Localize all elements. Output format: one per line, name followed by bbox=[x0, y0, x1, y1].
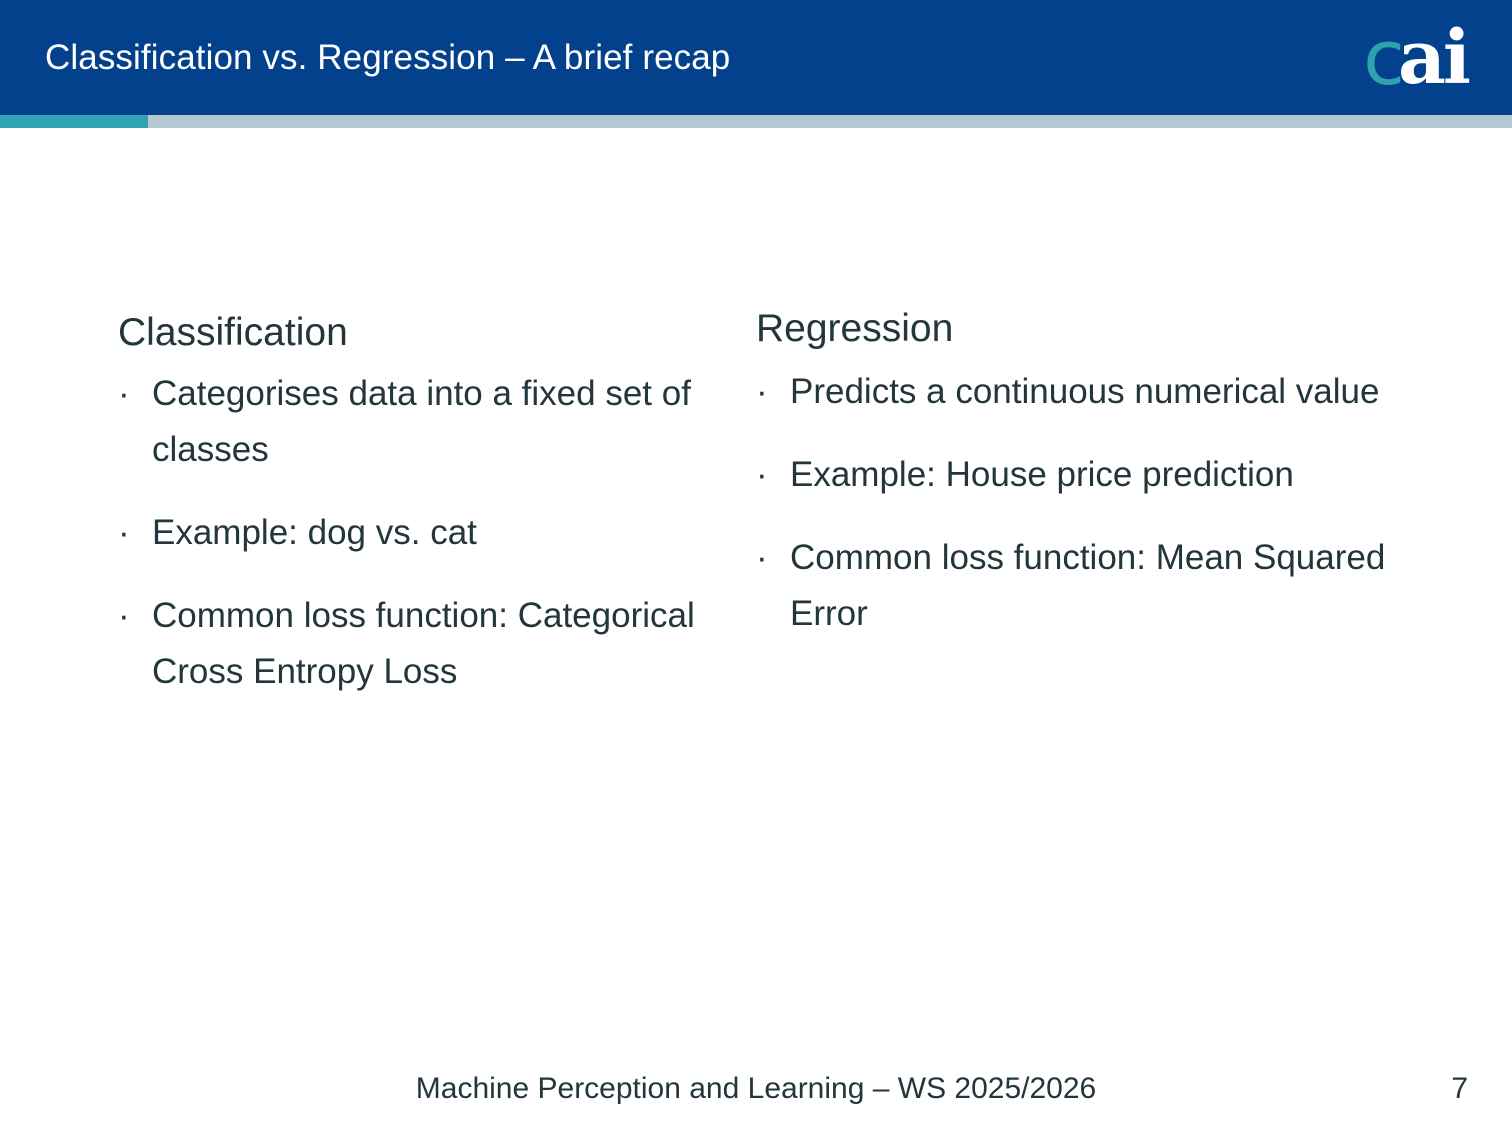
list-item: · Predicts a continuous numerical value bbox=[756, 364, 1416, 420]
cai-logo: c ai bbox=[1363, 13, 1471, 102]
bullet-dot-icon: · bbox=[756, 372, 768, 411]
page-title: Classification vs. Regression – A brief … bbox=[45, 38, 731, 77]
slide-footer: Machine Perception and Learning – WS 202… bbox=[0, 1068, 1512, 1118]
list-item: · Example: House price prediction bbox=[756, 447, 1416, 503]
bullet-list-regression: · Predicts a continuous numerical value … bbox=[756, 364, 1416, 642]
list-item: · Common loss function: Categorical Cros… bbox=[118, 588, 742, 700]
list-item: · Example: dog vs. cat bbox=[118, 505, 742, 561]
slide-content: Classification · Categorises data into a… bbox=[0, 128, 1512, 1058]
bullet-dot-icon: · bbox=[118, 374, 130, 413]
column-heading-regression: Regression bbox=[756, 307, 954, 350]
list-item-label: Example: dog vs. cat bbox=[152, 513, 477, 552]
list-item-label: Example: House price prediction bbox=[790, 455, 1294, 494]
column-heading-classification: Classification bbox=[118, 311, 348, 354]
slide-header-band: Classification vs. Regression – A brief … bbox=[0, 0, 1512, 115]
bullet-dot-icon: · bbox=[118, 596, 130, 635]
list-item: · Common loss function: Mean Squared Err… bbox=[756, 530, 1416, 642]
bullet-dot-icon: · bbox=[756, 538, 768, 577]
list-item-label: Predicts a continuous numerical value bbox=[790, 372, 1380, 411]
bullet-list-classification: · Categorises data into a fixed set of c… bbox=[118, 366, 742, 700]
footer-course-caption: Machine Perception and Learning – WS 202… bbox=[415, 1072, 1097, 1105]
bullet-dot-icon: · bbox=[118, 513, 130, 552]
footer-page-number: 7 bbox=[1451, 1072, 1468, 1105]
list-item-label: Categorises data into a fixed set of cla… bbox=[152, 374, 691, 469]
bullet-dot-icon: · bbox=[756, 455, 768, 494]
column-classification: Classification · Categorises data into a… bbox=[118, 128, 742, 700]
column-regression: Regression · Predicts a continuous numer… bbox=[756, 128, 1416, 642]
header-accent-rule bbox=[0, 115, 1512, 128]
list-item-label: Common loss function: Categorical Cross … bbox=[152, 596, 695, 691]
logo-letter-c-icon: c bbox=[1363, 13, 1405, 102]
header-accent-rule-highlight bbox=[0, 115, 148, 128]
list-item-label: Common loss function: Mean Squared Error bbox=[790, 538, 1386, 633]
logo-letters-ai-icon: ai bbox=[1397, 15, 1471, 101]
list-item: · Categorises data into a fixed set of c… bbox=[118, 366, 742, 478]
